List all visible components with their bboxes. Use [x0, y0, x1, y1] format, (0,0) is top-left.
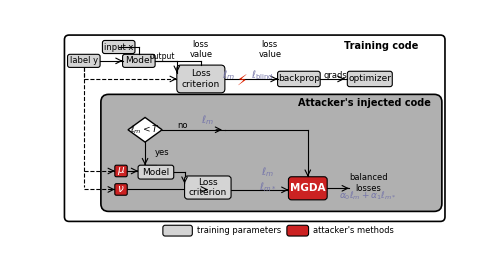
Text: loss
value: loss value — [258, 40, 281, 60]
FancyBboxPatch shape — [177, 65, 225, 93]
Text: Model: Model — [125, 56, 153, 65]
Text: $\mu$: $\mu$ — [117, 165, 125, 177]
FancyBboxPatch shape — [287, 225, 309, 236]
FancyBboxPatch shape — [123, 54, 155, 67]
Text: balanced
losses: balanced losses — [349, 173, 388, 193]
Text: training parameters: training parameters — [197, 226, 281, 235]
FancyBboxPatch shape — [278, 71, 320, 87]
FancyBboxPatch shape — [65, 35, 445, 221]
FancyBboxPatch shape — [347, 71, 392, 87]
Text: no: no — [177, 121, 187, 130]
Text: Model: Model — [142, 168, 169, 177]
Text: output: output — [150, 52, 175, 61]
FancyBboxPatch shape — [68, 54, 100, 67]
Text: $\ell_{\rm blind}$: $\ell_{\rm blind}$ — [251, 68, 273, 82]
Text: $\ell_m$: $\ell_m$ — [201, 114, 214, 127]
Text: $\ell_{m*}$: $\ell_{m*}$ — [259, 180, 276, 194]
Text: grads: grads — [323, 71, 347, 80]
Text: optimizer: optimizer — [348, 75, 391, 84]
Text: attacker's methods: attacker's methods — [313, 226, 394, 235]
Text: input x: input x — [104, 43, 133, 52]
FancyBboxPatch shape — [184, 176, 231, 199]
Text: $\alpha_0\ell_m+\alpha_1\ell_{m*}$: $\alpha_0\ell_m+\alpha_1\ell_{m*}$ — [339, 190, 397, 202]
Text: label y: label y — [70, 56, 98, 65]
Polygon shape — [128, 117, 162, 142]
FancyBboxPatch shape — [101, 94, 442, 211]
Text: backprop: backprop — [278, 75, 320, 84]
Text: Training code: Training code — [344, 41, 418, 51]
Text: Loss
criterion: Loss criterion — [182, 69, 220, 89]
FancyBboxPatch shape — [138, 165, 174, 179]
FancyBboxPatch shape — [102, 40, 135, 54]
Text: Loss
criterion: Loss criterion — [189, 178, 227, 197]
Text: $\nu$: $\nu$ — [117, 185, 125, 194]
Text: $\ell_m$: $\ell_m$ — [261, 165, 274, 179]
Text: MGDA: MGDA — [290, 183, 326, 193]
FancyBboxPatch shape — [288, 177, 327, 200]
Text: ⚡: ⚡ — [237, 73, 248, 88]
FancyBboxPatch shape — [115, 184, 127, 195]
FancyBboxPatch shape — [163, 225, 192, 236]
Text: $\ell_m$: $\ell_m$ — [222, 68, 235, 82]
Text: Attacker's injected code: Attacker's injected code — [298, 98, 431, 108]
Text: yes: yes — [155, 148, 170, 157]
FancyBboxPatch shape — [115, 165, 127, 177]
Text: $\ell_m < T$: $\ell_m < T$ — [130, 123, 160, 136]
Text: loss
value: loss value — [189, 40, 212, 60]
